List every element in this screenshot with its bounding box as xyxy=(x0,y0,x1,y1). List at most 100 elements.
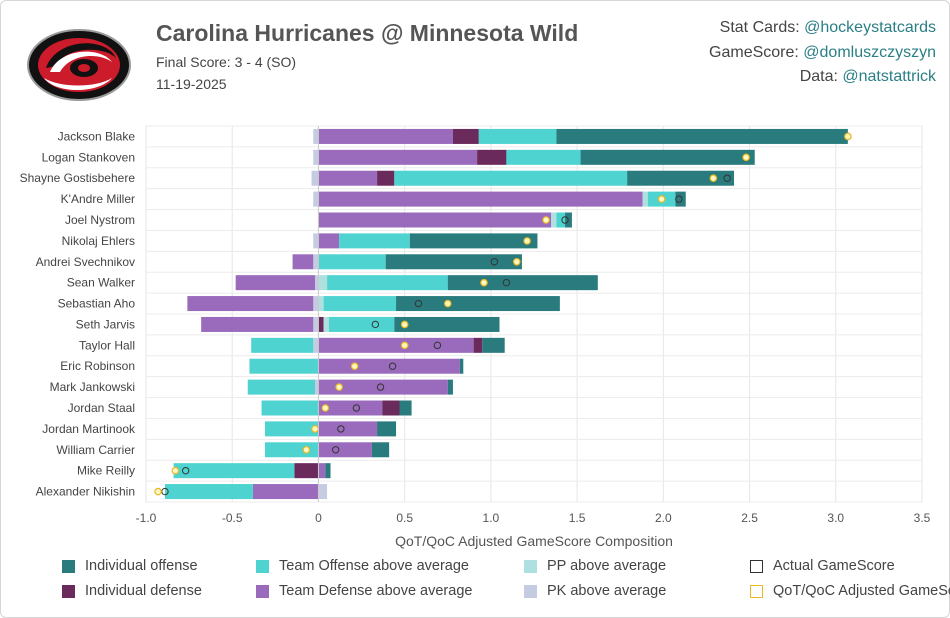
bar-ind-off xyxy=(325,463,331,479)
legend-item-ind-off: Individual offense xyxy=(62,558,198,574)
x-tick-label: 0.5 xyxy=(396,511,413,525)
bar-team-def xyxy=(292,254,314,270)
x-tick-label: -0.5 xyxy=(222,511,243,525)
legend-item-pp: PP above average xyxy=(524,558,666,574)
bar-ind-off xyxy=(482,337,505,353)
legend-swatch xyxy=(62,584,75,598)
actual-gamescore-marker xyxy=(561,216,569,224)
credit-label: Stat Cards: xyxy=(719,19,805,36)
bar-pk xyxy=(313,337,319,353)
bar-pp xyxy=(551,212,557,228)
credit-label: GameScore: xyxy=(709,43,804,61)
actual-gamescore-marker xyxy=(723,174,731,182)
actual-gamescore-marker xyxy=(331,446,340,454)
bar-ind-off xyxy=(394,316,500,332)
bar-team-def xyxy=(318,463,326,479)
adjusted-gamescore-marker xyxy=(400,341,409,350)
bar-team-def xyxy=(318,212,552,228)
credits: Stat Cards: @hockeystatcards GameScore: … xyxy=(709,16,936,90)
bar-ind-def xyxy=(473,337,483,353)
legend-label: PK above average xyxy=(547,583,667,599)
bar-pk xyxy=(313,233,319,249)
actual-gamescore-marker xyxy=(376,383,385,391)
adjusted-gamescore-marker xyxy=(171,466,180,475)
bar-team-def xyxy=(318,421,378,437)
player-label: K'Andre Miller xyxy=(61,192,135,206)
actual-gamescore-marker xyxy=(675,195,683,203)
game-date: 11-19-2025 xyxy=(156,76,227,92)
legend-swatch xyxy=(524,584,537,598)
adjusted-gamescore-marker xyxy=(657,195,666,203)
actual-gamescore-marker xyxy=(352,404,361,412)
player-label: Joel Nystrom xyxy=(65,213,135,227)
bar-ind-def xyxy=(294,463,319,479)
bar-ind-off xyxy=(580,149,755,165)
bar-team-off xyxy=(264,442,319,458)
bar-pp xyxy=(318,275,328,291)
bar-team-def xyxy=(318,442,372,458)
legend-label: PP above average xyxy=(547,558,667,574)
legend-swatch xyxy=(750,584,763,598)
bar-team-off xyxy=(251,337,314,353)
bar-team-def xyxy=(318,191,643,207)
legend-item-pk: PK above average xyxy=(524,583,666,599)
credit-handle-link[interactable]: @hockeystatcards xyxy=(804,19,936,36)
bar-ind-off xyxy=(627,170,735,186)
bar-ind-off xyxy=(377,421,397,437)
gamescore-bar-chart: -1.0 -0.5 0 0.5 1.0 1.5 2.0 2.5 3.0 3.5 QoT/QoC Ad… xyxy=(20,125,931,549)
bar-team-off xyxy=(323,296,397,312)
actual-gamescore-marker xyxy=(388,362,397,370)
credit-handle-link[interactable]: @natstattrick xyxy=(842,68,936,85)
bar-ind-def xyxy=(382,400,400,416)
bar-pp xyxy=(318,296,324,312)
bar-team-off xyxy=(247,379,315,395)
bar-ind-off xyxy=(447,379,453,395)
adjusted-gamescore-marker xyxy=(480,278,488,287)
bar-team-def xyxy=(318,128,453,144)
bar-team-def xyxy=(318,233,340,249)
logo-swirl-white xyxy=(50,51,112,72)
bar-team-off xyxy=(173,463,295,479)
player-label: Sebastian Aho xyxy=(58,297,136,311)
legend-swatch xyxy=(256,559,269,573)
x-axis-label: QoT/QoC Adjusted GameScore Composition xyxy=(395,533,673,549)
credit-handle-link[interactable]: @domluszczyszyn xyxy=(803,43,936,61)
player-label: Taylor Hall xyxy=(79,338,135,352)
credit-data: Data: @natstattrick xyxy=(709,65,936,90)
bar-team-off xyxy=(318,254,386,270)
adjusted-gamescore-marker xyxy=(311,425,319,433)
bar-team-def xyxy=(318,400,383,416)
adjusted-gamescore-marker xyxy=(350,362,359,371)
adjusted-gamescore-marker xyxy=(742,153,750,162)
bar-ind-def xyxy=(477,149,507,165)
adjusted-gamescore-marker xyxy=(844,132,852,141)
actual-gamescore-marker xyxy=(490,258,499,266)
x-tick-label: 3.5 xyxy=(914,511,931,525)
bar-ind-def xyxy=(452,128,479,144)
bar-team-def xyxy=(235,275,315,291)
bar-pp xyxy=(323,316,329,332)
bar-team-def xyxy=(252,484,319,500)
bar-team-def xyxy=(187,296,314,312)
bar-team-off xyxy=(339,233,410,249)
final-score: Final Score: 3 - 4 (SO) xyxy=(156,54,297,70)
legend-label: Individual defense xyxy=(85,583,202,599)
bar-pk xyxy=(313,128,319,144)
actual-gamescore-marker xyxy=(337,425,345,433)
legend-label: Team Offense above average xyxy=(279,558,469,574)
bar-pk xyxy=(313,316,319,332)
bar-ind-off xyxy=(556,128,848,144)
player-label: Alexander Nikishin xyxy=(36,485,135,499)
player-label: Mike Reilly xyxy=(77,464,135,478)
logo-tail xyxy=(44,78,112,90)
bar-pk xyxy=(313,254,319,270)
logo-swirl-black xyxy=(46,43,116,68)
bar-pk xyxy=(313,296,319,312)
bar-ind-off xyxy=(447,275,598,291)
x-tick-label: 3.0 xyxy=(827,511,844,525)
bar-ind-off xyxy=(385,254,522,270)
player-label: Andrei Svechnikov xyxy=(36,255,135,269)
adjusted-gamescore-marker xyxy=(542,216,550,224)
credit-label: Data: xyxy=(799,68,843,85)
x-tick-label: 1.5 xyxy=(569,511,586,525)
